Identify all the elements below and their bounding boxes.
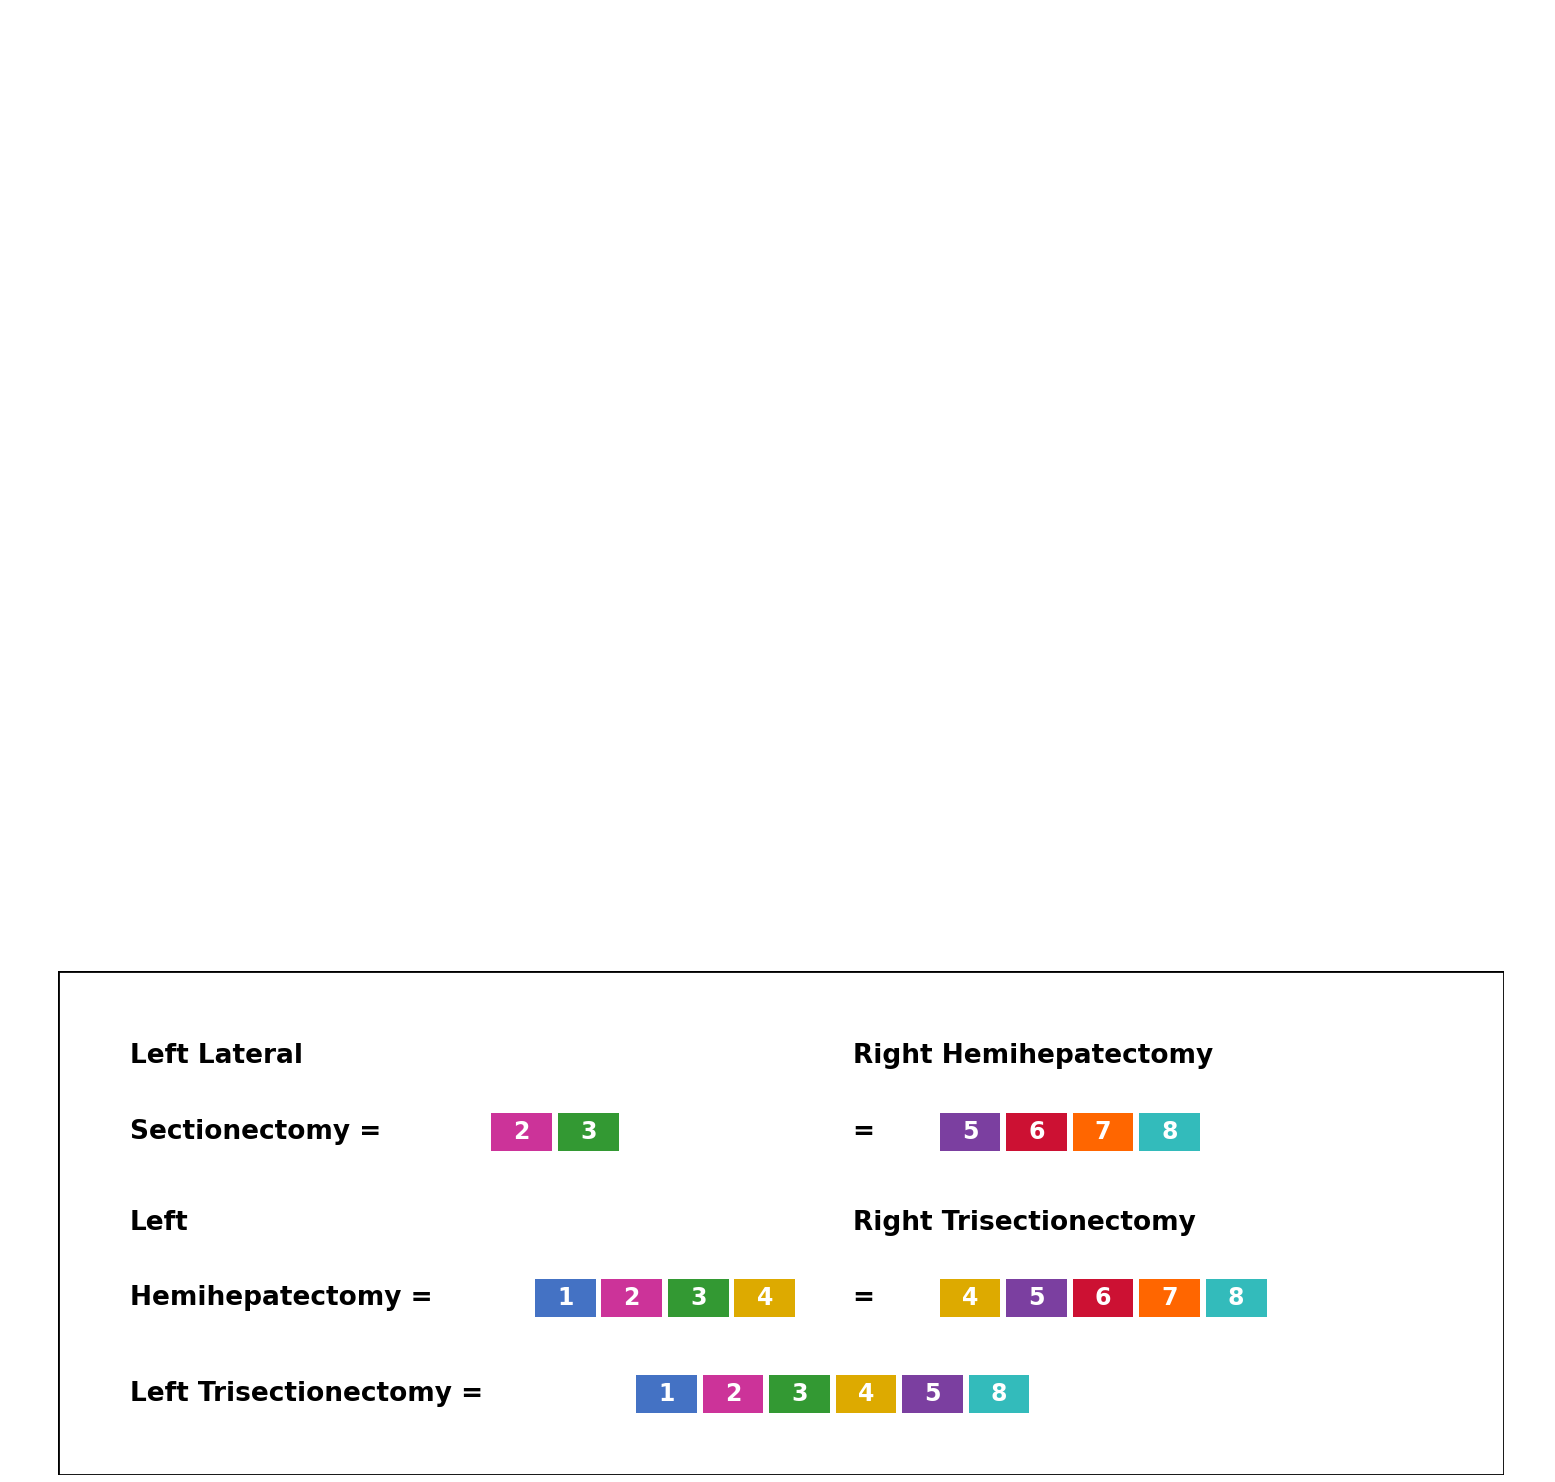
Text: Left: Left xyxy=(131,1209,188,1236)
Text: 2: 2 xyxy=(725,1383,742,1406)
Bar xyxy=(1006,1279,1067,1317)
Bar xyxy=(703,1375,764,1412)
Bar xyxy=(491,1113,552,1152)
Text: 1: 1 xyxy=(557,1286,574,1310)
Bar xyxy=(1140,1279,1200,1317)
Text: 7: 7 xyxy=(1162,1286,1177,1310)
Bar xyxy=(835,1375,896,1412)
FancyBboxPatch shape xyxy=(58,971,1504,1475)
Text: 5: 5 xyxy=(1028,1286,1045,1310)
Text: Sectionectomy =: Sectionectomy = xyxy=(131,1119,390,1146)
Text: 8: 8 xyxy=(991,1383,1008,1406)
Bar xyxy=(1073,1113,1134,1152)
Bar xyxy=(902,1375,963,1412)
Bar xyxy=(1073,1279,1134,1317)
Text: =: = xyxy=(854,1285,885,1312)
Bar xyxy=(1006,1113,1067,1152)
Text: 4: 4 xyxy=(963,1286,978,1310)
Bar xyxy=(734,1279,795,1317)
Text: 3: 3 xyxy=(791,1383,807,1406)
Text: 5: 5 xyxy=(963,1120,978,1144)
Bar xyxy=(939,1113,1000,1152)
Text: 3: 3 xyxy=(690,1286,706,1310)
Bar xyxy=(636,1375,697,1412)
Text: 8: 8 xyxy=(1228,1286,1244,1310)
Bar xyxy=(1140,1113,1200,1152)
Text: 7: 7 xyxy=(1095,1120,1112,1144)
Text: Hemihepatectomy =: Hemihepatectomy = xyxy=(131,1285,442,1312)
Text: 6: 6 xyxy=(1095,1286,1112,1310)
Text: Left Lateral: Left Lateral xyxy=(131,1043,303,1070)
Bar xyxy=(602,1279,662,1317)
Bar xyxy=(939,1279,1000,1317)
Text: Right Hemihepatectomy: Right Hemihepatectomy xyxy=(854,1043,1213,1070)
Text: 3: 3 xyxy=(580,1120,597,1144)
Text: 4: 4 xyxy=(858,1383,874,1406)
Text: 4: 4 xyxy=(757,1286,773,1310)
Bar xyxy=(1205,1279,1266,1317)
Text: 5: 5 xyxy=(924,1383,941,1406)
Text: =: = xyxy=(854,1119,885,1146)
Text: 2: 2 xyxy=(513,1120,530,1144)
Bar xyxy=(558,1113,619,1152)
Bar xyxy=(770,1375,830,1412)
Bar xyxy=(969,1375,1029,1412)
Text: Right Trisectionectomy: Right Trisectionectomy xyxy=(854,1209,1196,1236)
Text: 1: 1 xyxy=(658,1383,675,1406)
Text: 8: 8 xyxy=(1162,1120,1177,1144)
Bar xyxy=(535,1279,596,1317)
Text: Left Trisectionectomy =: Left Trisectionectomy = xyxy=(131,1381,491,1406)
Bar xyxy=(667,1279,729,1317)
Text: 2: 2 xyxy=(624,1286,639,1310)
Text: 6: 6 xyxy=(1028,1120,1045,1144)
